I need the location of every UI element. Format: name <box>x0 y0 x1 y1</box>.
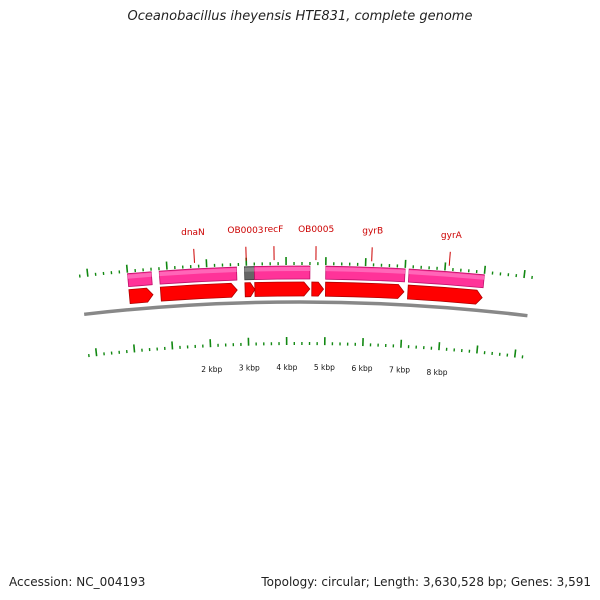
upper-major-tick <box>125 264 129 273</box>
outer-feature-track <box>127 265 485 289</box>
outer-feature-highlight-5 <box>408 270 485 280</box>
gene-label-ob0003[interactable]: OB0003 <box>227 226 263 236</box>
gene-label-recf[interactable]: recF <box>264 225 283 235</box>
gene-label-leaders <box>193 246 451 266</box>
upper-major-tick <box>165 261 168 270</box>
kbp-label: 3 kbp <box>239 364 260 373</box>
outer-feature-highlight-1 <box>159 268 237 277</box>
gene-labels: dnaN OB0003 recF OB0005 gyrB gyrA <box>181 225 463 241</box>
inner-feature-track <box>128 281 483 305</box>
accession-text: Accession: NC_004193 <box>9 575 146 589</box>
lower-major-tick <box>476 345 479 354</box>
kbp-label: 5 kbp <box>314 363 335 372</box>
kbp-label: 2 kbp <box>201 365 222 374</box>
kbp-label: 8 kbp <box>427 368 448 377</box>
genome-backbone <box>83 300 528 318</box>
upper-major-tick <box>483 265 487 274</box>
genome-summary-text: Topology: circular; Length: 3,630,528 bp… <box>261 575 591 589</box>
map-title: Oceanobacillus iheyensis HTE831, complet… <box>127 9 473 24</box>
gene-leader-line <box>193 248 195 263</box>
gene-label-ob0005[interactable]: OB0005 <box>298 225 334 235</box>
outer-feature-highlight-3 <box>254 267 310 272</box>
cds-arrow-2[interactable] <box>244 282 256 298</box>
cds-arrow-1[interactable] <box>159 282 238 302</box>
gene-label-dnan[interactable]: dnaN <box>181 228 205 238</box>
lower-tick-ring <box>88 337 524 359</box>
outer-feature-highlight-2 <box>244 267 255 272</box>
kbp-label: 6 kbp <box>351 364 372 373</box>
lower-major-tick <box>133 344 136 353</box>
upper-major-tick <box>444 262 447 271</box>
cds-arrow-0[interactable] <box>128 287 154 305</box>
gene-leader-line <box>371 247 373 262</box>
cds-arrow-4[interactable] <box>311 281 325 297</box>
backbone-arc <box>83 300 528 318</box>
lower-major-tick <box>94 348 98 357</box>
kbp-label: 4 kbp <box>276 363 297 372</box>
upper-tick-ring <box>78 257 533 280</box>
gene-label-gyrb[interactable]: gyrB <box>362 226 383 236</box>
kbp-label: 7 kbp <box>389 366 410 375</box>
gene-leader-line <box>448 251 451 266</box>
cds-arrow-3[interactable] <box>254 281 311 297</box>
lower-major-tick <box>438 342 441 351</box>
cds-arrow-5[interactable] <box>325 281 405 299</box>
lower-major-tick <box>513 349 517 358</box>
outer-feature-highlight-0 <box>127 272 152 279</box>
gene-label-gyra[interactable]: gyrA <box>441 231 463 241</box>
upper-major-tick <box>523 269 526 279</box>
lower-major-tick <box>171 341 174 350</box>
cds-arrow-6[interactable] <box>407 284 483 305</box>
upper-major-tick <box>86 268 89 277</box>
outer-feature-highlight-4 <box>325 267 406 274</box>
kbp-labels: 2 kbp 3 kbp 4 kbp 5 kbp 6 kbp 7 kbp 8 kbp <box>201 363 448 377</box>
